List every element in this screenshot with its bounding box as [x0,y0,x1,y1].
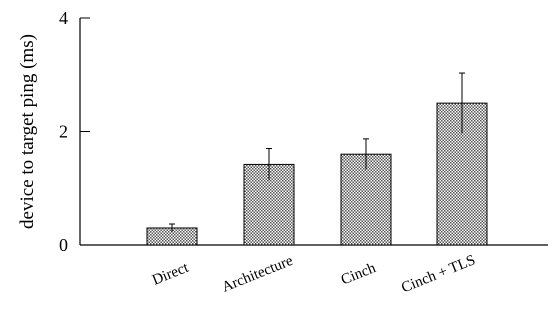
y-ticks: 0 2 4 [59,8,90,255]
bars [146,102,488,246]
y-axis-title: device to target ping (ms) [17,34,38,229]
y-tick-label: 2 [59,122,68,142]
error-bars [169,72,465,232]
x-category-label: Architecture [220,253,296,296]
y-tick-label: 0 [59,235,68,255]
x-category-label: Cinch [339,260,379,288]
x-category-label: Cinch + TLS [399,252,477,296]
y-tick-label: 4 [59,8,68,28]
bar-cinch [340,153,392,246]
x-category-labels: Direct Architecture Cinch Cinch + TLS [150,252,478,296]
x-category-label: Direct [150,260,192,289]
